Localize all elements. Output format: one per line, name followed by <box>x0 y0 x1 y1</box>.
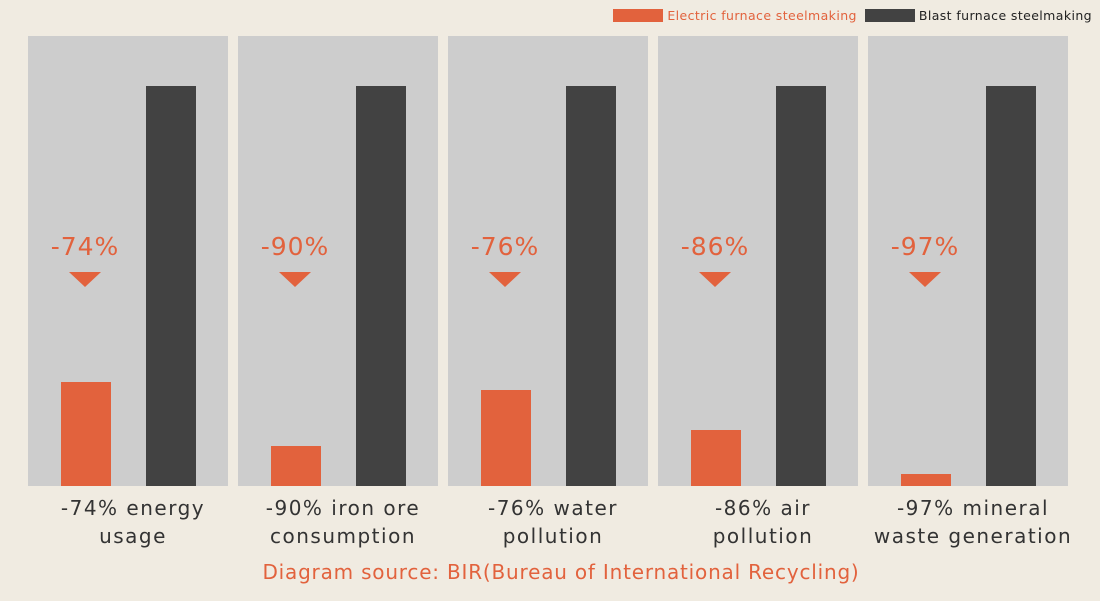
blast-furnace-bar <box>986 86 1036 486</box>
chart-panel <box>28 36 228 486</box>
electric-furnace-bar <box>901 474 951 486</box>
category-label: -74% energy <box>61 496 205 520</box>
source-note: Diagram source: BIR(Bureau of Internatio… <box>262 560 860 584</box>
blast-furnace-bar <box>146 86 196 486</box>
reduction-annotation: -90% <box>261 232 330 261</box>
legend-swatch-blast <box>864 9 915 22</box>
blast-furnace-bar <box>566 86 616 486</box>
reduction-annotation: -74% <box>51 232 120 261</box>
category-label: pollution <box>713 524 814 548</box>
chart-panel <box>238 36 438 486</box>
legend-item-blast: Blast furnace steelmaking <box>864 8 1092 23</box>
category-label: pollution <box>503 524 604 548</box>
legend-swatch-electric <box>613 9 664 22</box>
bar-chart: -74% -74% energy usage -90% -90% iron ore con… <box>28 36 1072 548</box>
category-label: -86% air <box>715 496 811 520</box>
blast-furnace-bar <box>356 86 406 486</box>
down-arrow-icon <box>279 272 311 287</box>
category-label: -90% iron ore <box>266 496 420 520</box>
reduction-annotation: -76% <box>471 232 540 261</box>
reduction-annotation: -97% <box>891 232 960 261</box>
electric-furnace-bar <box>481 390 531 486</box>
chart-panel <box>658 36 858 486</box>
electric-furnace-bar <box>691 430 741 486</box>
chart-panel <box>868 36 1068 486</box>
blast-furnace-bar <box>776 86 826 486</box>
down-arrow-icon <box>69 272 101 287</box>
category-label: -97% mineral <box>897 496 1049 520</box>
electric-furnace-bar <box>61 382 111 486</box>
legend: Electric furnace steelmaking Blast furna… <box>605 8 1092 23</box>
down-arrow-icon <box>909 272 941 287</box>
electric-furnace-bar <box>271 446 321 486</box>
category-label: -76% water <box>488 496 618 520</box>
reduction-annotation: -86% <box>681 232 750 261</box>
down-arrow-icon <box>489 272 521 287</box>
legend-item-electric: Electric furnace steelmaking <box>613 8 857 23</box>
legend-label-electric: Electric furnace steelmaking <box>667 8 857 23</box>
category-label: usage <box>99 524 167 548</box>
category-label: consumption <box>270 524 416 548</box>
category-label: waste generation <box>874 524 1072 548</box>
legend-label-blast: Blast furnace steelmaking <box>918 8 1092 23</box>
down-arrow-icon <box>699 272 731 287</box>
chart-panel <box>448 36 648 486</box>
